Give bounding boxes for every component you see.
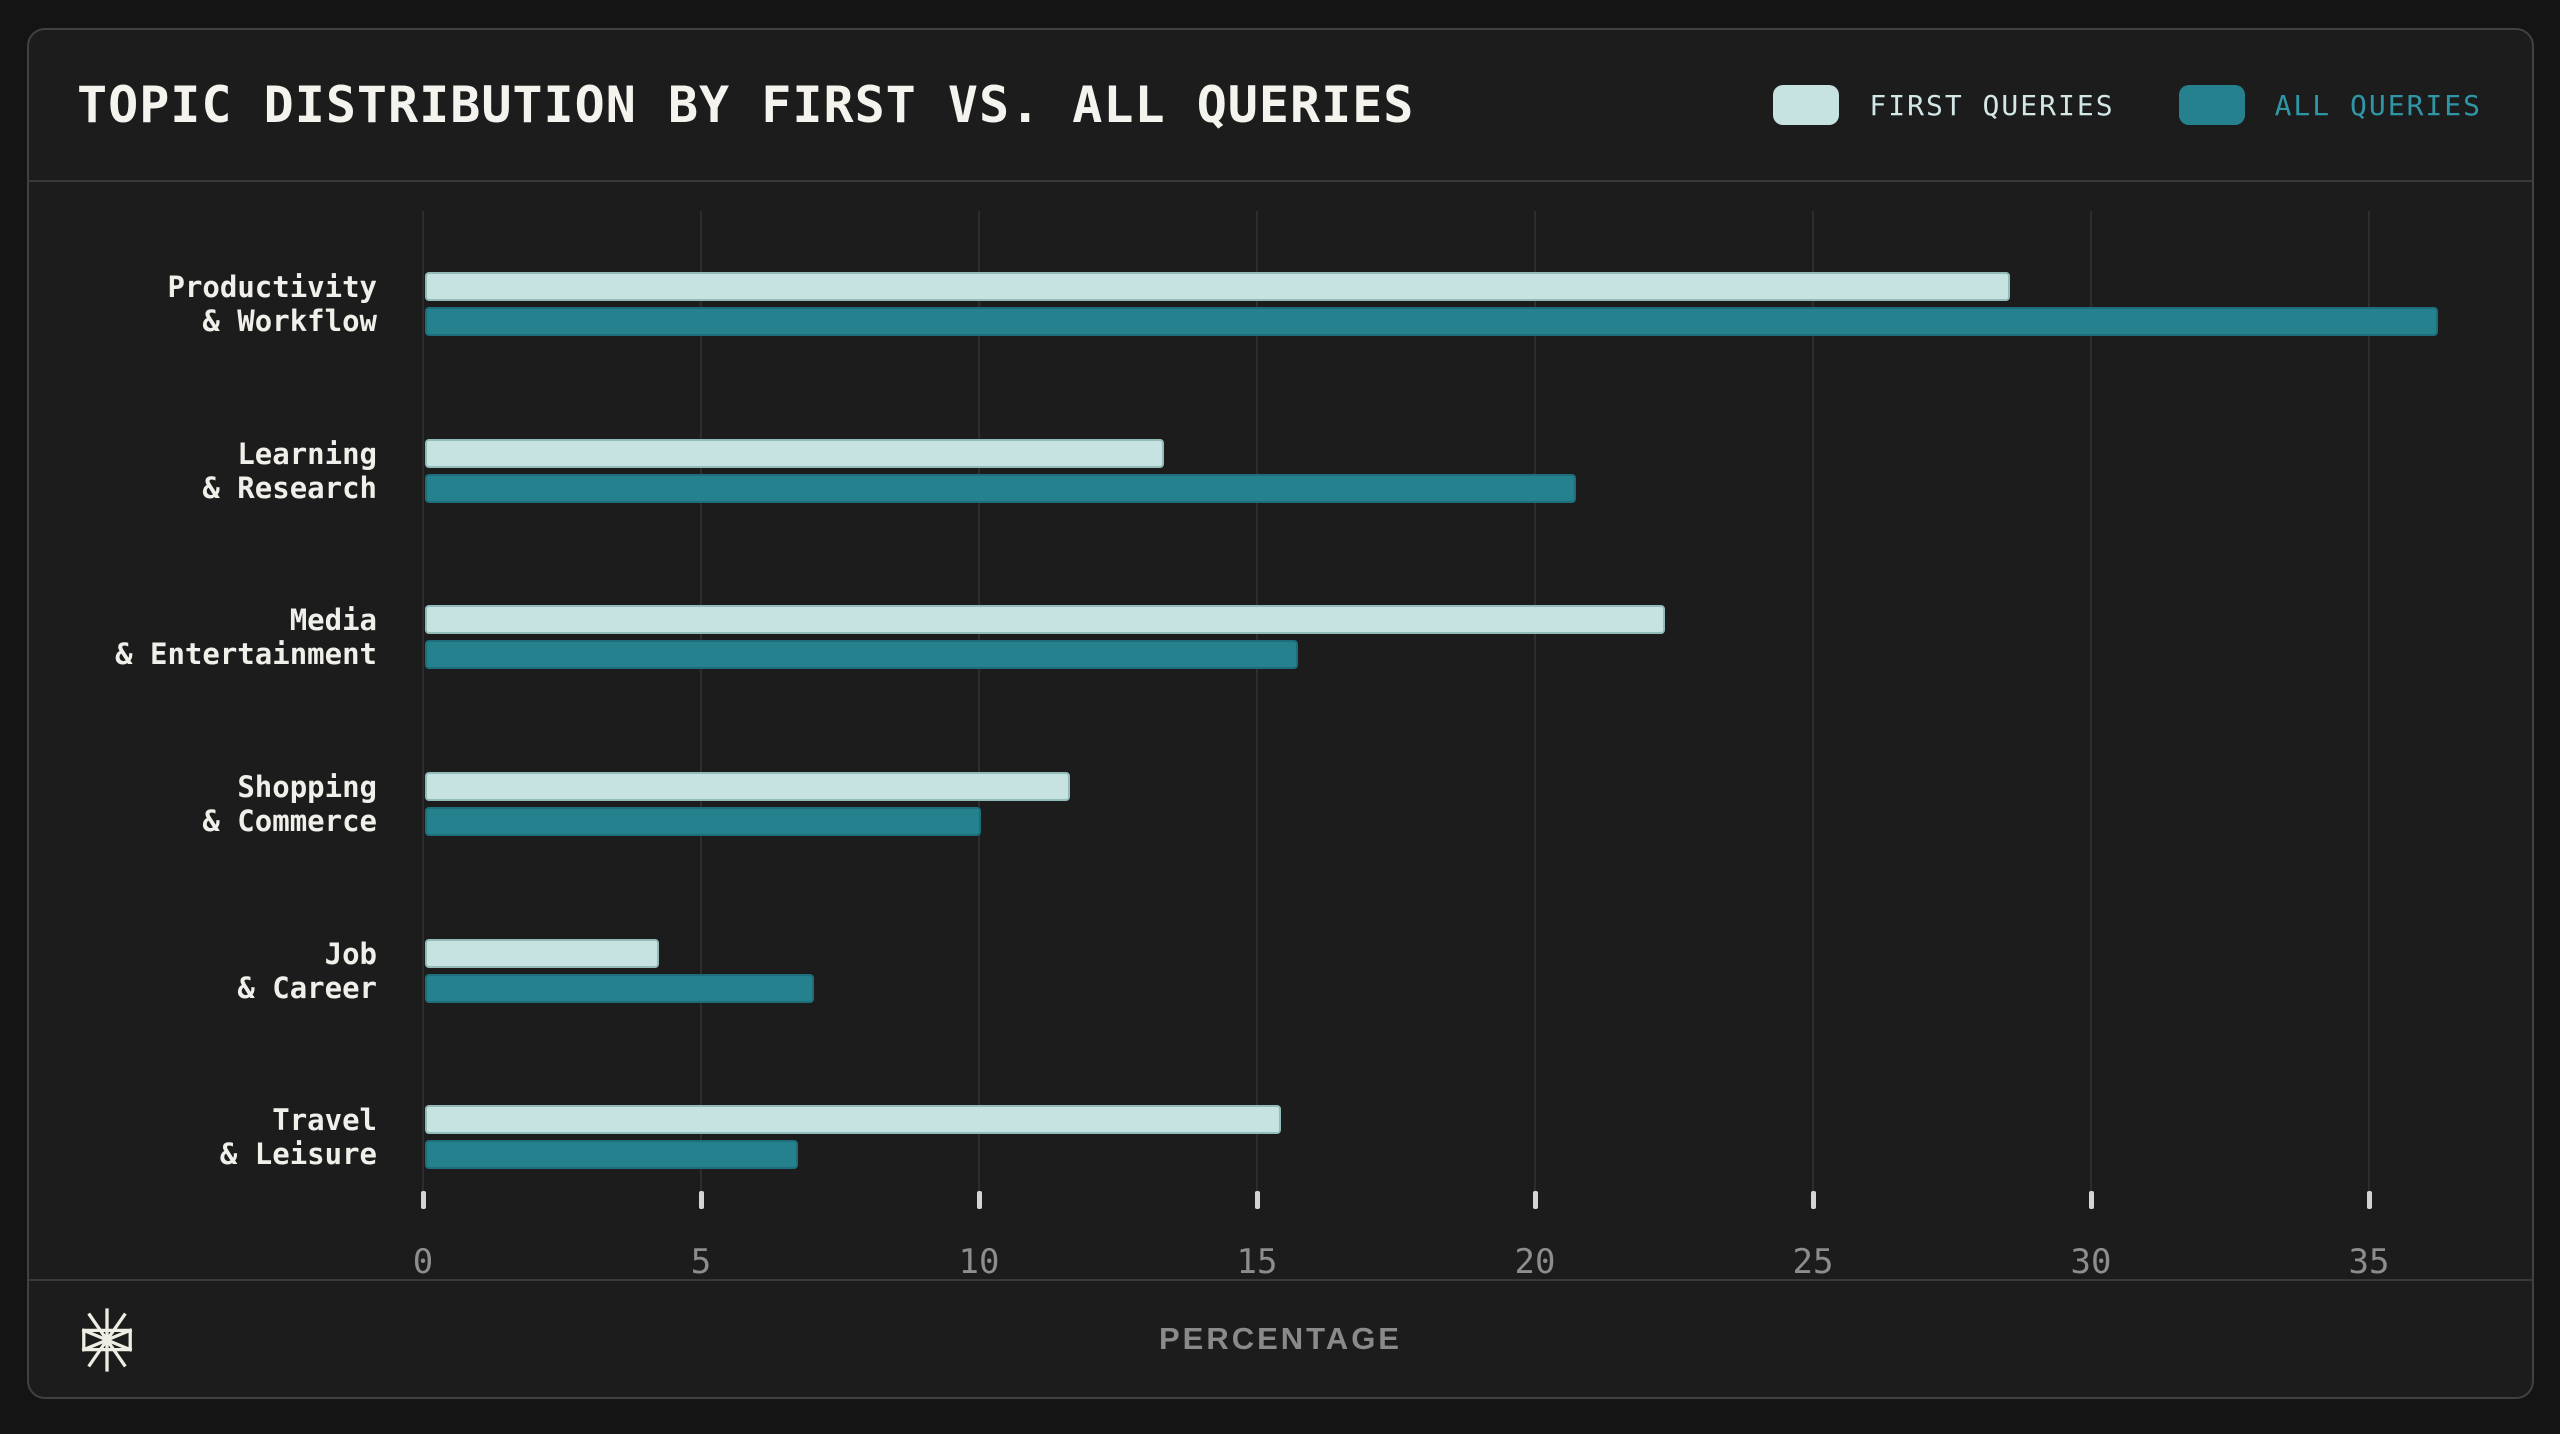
tick-mark-x-30 xyxy=(2089,1191,2094,1209)
legend-item-all-queries[interactable]: ALL QUERIES xyxy=(2178,85,2482,125)
category-label: Media & Entertainment xyxy=(69,603,377,671)
x-axis-label: PERCENTAGE xyxy=(1158,1321,1402,1356)
category-label-line: & Career xyxy=(237,970,377,1005)
gridline-x-35 xyxy=(2368,211,2370,1191)
legend-swatch-first-queries xyxy=(1773,85,1840,125)
tick-mark-x-0 xyxy=(421,1191,426,1209)
card-footer: PERCENTAGE xyxy=(29,1279,2532,1397)
bar-all-queries xyxy=(425,473,1576,503)
tick-label-x-20: 20 xyxy=(1514,1242,1556,1282)
brand-asterisk-logo-icon xyxy=(81,1308,133,1372)
bar-first-queries xyxy=(425,771,1070,801)
gridline-x-10 xyxy=(978,211,980,1191)
bar-all-queries xyxy=(425,1140,798,1170)
gridlines-layer xyxy=(422,211,2489,1191)
legend-item-first-queries[interactable]: FIRST QUERIES xyxy=(1773,85,2114,125)
bar-all-queries xyxy=(425,806,981,836)
tick-label-x-10: 10 xyxy=(958,1242,1000,1282)
tick-label-x-35: 35 xyxy=(2348,1242,2390,1282)
legend: FIRST QUERIES ALL QUERIES xyxy=(1773,85,2482,125)
bar-first-queries xyxy=(425,272,2010,301)
bar-all-queries xyxy=(425,640,1298,670)
category-label: Job & Career xyxy=(69,937,377,1005)
gridline-x-25 xyxy=(1812,211,1814,1191)
gridline-x-5 xyxy=(700,211,702,1191)
category-label-line: Shopping xyxy=(237,769,377,804)
category-label-line: Travel xyxy=(272,1103,377,1138)
legend-label-all-queries: ALL QUERIES xyxy=(2274,88,2482,122)
tick-mark-x-35 xyxy=(2367,1191,2372,1209)
tick-label-x-5: 5 xyxy=(690,1242,712,1282)
category-label-line: Job xyxy=(324,936,377,971)
category-label: Travel & Leisure xyxy=(69,1103,377,1171)
tick-label-x-0: 0 xyxy=(412,1242,434,1282)
bar-first-queries xyxy=(425,438,1165,468)
bar-first-queries xyxy=(425,1105,1282,1135)
tick-label-x-25: 25 xyxy=(1792,1242,1834,1282)
category-label: Shopping & Commerce xyxy=(69,770,377,838)
bars-layer xyxy=(423,211,2489,1191)
tick-label-x-15: 15 xyxy=(1236,1242,1278,1282)
legend-label-first-queries: FIRST QUERIES xyxy=(1869,88,2115,122)
tick-mark-x-25 xyxy=(1811,1191,1816,1209)
chart-title: TOPIC DISTRIBUTION BY FIRST VS. ALL QUER… xyxy=(77,76,1415,134)
gridline-x-15 xyxy=(1256,211,1258,1191)
legend-swatch-all-queries xyxy=(2178,85,2245,125)
tick-mark-x-5 xyxy=(699,1191,704,1209)
chart-card: TOPIC DISTRIBUTION BY FIRST VS. ALL QUER… xyxy=(27,28,2534,1399)
bar-first-queries xyxy=(425,605,1665,635)
card-header: TOPIC DISTRIBUTION BY FIRST VS. ALL QUER… xyxy=(29,30,2532,182)
category-label-line: & Workflow xyxy=(202,304,377,338)
category-label-line: Productivity xyxy=(167,270,377,304)
bar-all-queries xyxy=(425,307,2438,336)
tick-mark-x-10 xyxy=(977,1191,982,1209)
tick-mark-x-20 xyxy=(1533,1191,1538,1209)
category-label-line: & Entertainment xyxy=(115,637,377,672)
bar-first-queries xyxy=(425,938,659,968)
gridline-x-20 xyxy=(1534,211,1536,1191)
category-label-line: & Leisure xyxy=(219,1137,377,1172)
category-label: Productivity & Workflow xyxy=(69,270,377,338)
tick-label-x-30: 30 xyxy=(2070,1242,2112,1282)
tick-mark-x-15 xyxy=(1255,1191,1260,1209)
category-label-line: Learning xyxy=(237,436,377,471)
category-label-line: & Commerce xyxy=(202,803,377,838)
category-labels-layer: Productivity & Workflow Learning & Research… xyxy=(69,211,377,1191)
bar-all-queries xyxy=(425,973,815,1003)
category-label-line: Media xyxy=(289,603,377,638)
tick-marks-layer xyxy=(421,1191,2489,1209)
category-label-line: & Research xyxy=(202,470,377,505)
gridline-x-30 xyxy=(2090,211,2092,1191)
category-label: Learning & Research xyxy=(69,437,377,505)
gridline-x-0 xyxy=(422,211,424,1191)
tick-labels-layer: 0 5 10 15 20 25 30 35 xyxy=(413,1240,2489,1284)
